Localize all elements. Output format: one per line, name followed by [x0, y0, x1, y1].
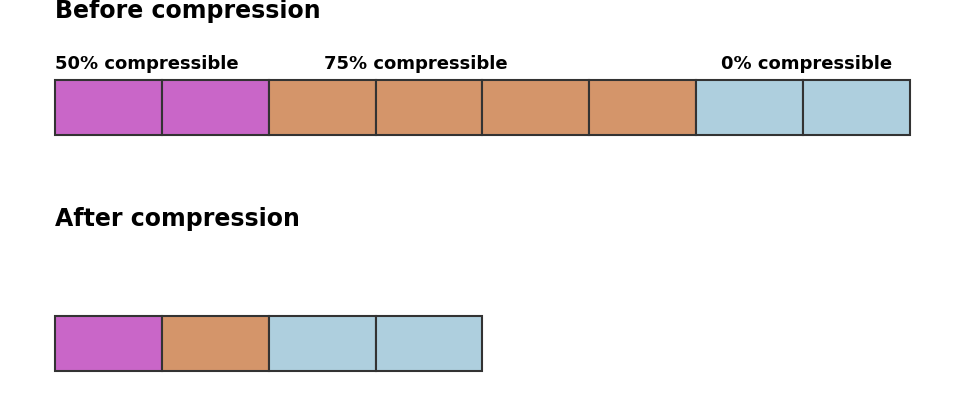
FancyBboxPatch shape: [269, 80, 375, 135]
Text: After compression: After compression: [55, 207, 300, 231]
FancyBboxPatch shape: [55, 316, 162, 371]
FancyBboxPatch shape: [162, 80, 269, 135]
Text: 75% compressible: 75% compressible: [323, 55, 507, 73]
FancyBboxPatch shape: [162, 316, 269, 371]
FancyBboxPatch shape: [483, 80, 589, 135]
FancyBboxPatch shape: [589, 80, 697, 135]
Text: 0% compressible: 0% compressible: [721, 55, 892, 73]
FancyBboxPatch shape: [697, 80, 803, 135]
FancyBboxPatch shape: [803, 80, 910, 135]
Text: 50% compressible: 50% compressible: [55, 55, 238, 73]
FancyBboxPatch shape: [375, 316, 483, 371]
Text: Before compression: Before compression: [55, 0, 320, 23]
FancyBboxPatch shape: [269, 316, 375, 371]
FancyBboxPatch shape: [55, 80, 162, 135]
FancyBboxPatch shape: [375, 80, 483, 135]
